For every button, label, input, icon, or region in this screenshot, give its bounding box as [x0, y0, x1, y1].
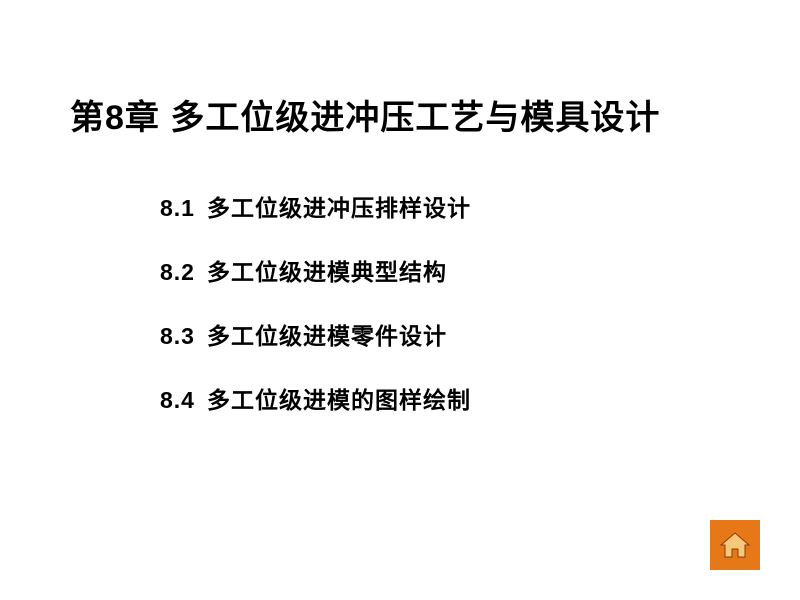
section-title: 多工位级进模典型结构 — [207, 259, 447, 285]
section-item: 8.1 多工位级进冲压排样设计 — [160, 189, 730, 223]
section-number: 8.4 — [160, 387, 195, 414]
section-list: 8.1 多工位级进冲压排样设计 8.2 多工位级进模典型结构 8.3 多工位级进模零件… — [70, 189, 730, 415]
section-item: 8.3 多工位级进模零件设计 — [160, 317, 730, 351]
section-title: 多工位级进冲压排样设计 — [207, 195, 471, 221]
home-button[interactable] — [710, 520, 760, 570]
home-icon — [717, 527, 753, 563]
section-item: 8.2 多工位级进模典型结构 — [160, 253, 730, 287]
section-title: 多工位级进模的图样绘制 — [207, 387, 471, 413]
slide-container: 第8章 多工位级进冲压工艺与模具设计 8.1 多工位级进冲压排样设计 8.2 多工位… — [0, 0, 800, 600]
section-number: 8.2 — [160, 259, 195, 286]
section-number: 8.3 — [160, 323, 195, 350]
section-number: 8.1 — [160, 195, 195, 222]
section-title: 多工位级进模零件设计 — [207, 323, 447, 349]
section-item: 8.4 多工位级进模的图样绘制 — [160, 381, 730, 415]
chapter-title: 第8章 多工位级进冲压工艺与模具设计 — [70, 90, 730, 139]
